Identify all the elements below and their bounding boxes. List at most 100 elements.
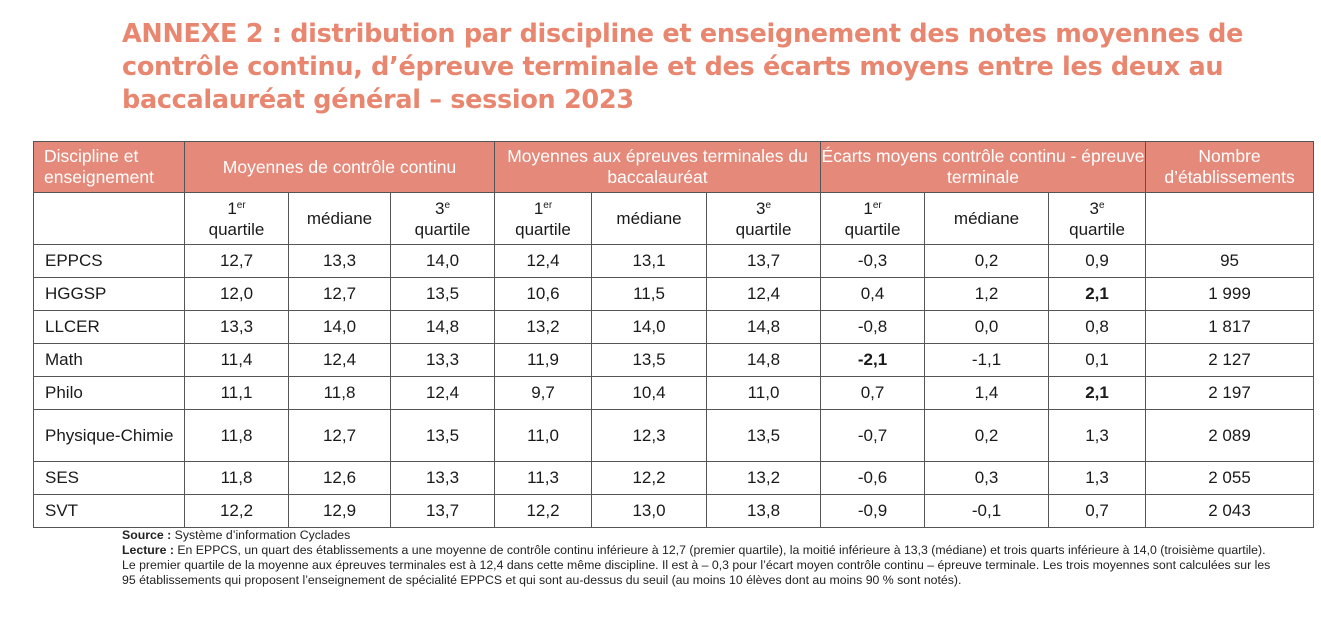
value-cell: 1 817 [1145, 310, 1315, 344]
value-cell: 14,8 [389, 310, 496, 344]
value-cell: -0,8 [820, 310, 926, 344]
value-cell: 13,5 [706, 409, 822, 462]
value-cell: 1 999 [1145, 277, 1315, 311]
value-cell: 13,3 [184, 310, 289, 344]
value-cell: 13,3 [288, 244, 391, 278]
value-cell: 2 055 [1145, 461, 1315, 495]
value-cell: 12,7 [184, 244, 289, 278]
table-row: Physique-Chimie 11,8 12,7 13,5 11,0 12,3 13,5-… [33, 409, 1315, 462]
source-text: Système d’information Cyclades [171, 528, 351, 542]
value-cell: 2 089 [1145, 409, 1315, 462]
value-cell: -0,3 [820, 244, 926, 278]
value-cell: 11,0 [494, 409, 593, 462]
value-cell: 14,0 [591, 310, 708, 344]
value-cell: 13,8 [706, 494, 822, 528]
value-cell: 2 197 [1145, 376, 1315, 410]
sub-header-et-q3: 3e quartile [706, 192, 822, 245]
value-cell: -0,1 [924, 494, 1050, 528]
value-cell: 10,4 [591, 376, 708, 410]
discipline-cell: Math [33, 343, 185, 377]
sub-header-ecart-q1: 1er quartile [820, 192, 926, 245]
value-cell: 2 127 [1145, 343, 1315, 377]
value-cell: 13,3 [389, 343, 496, 377]
data-table: Discipline et enseignement Moyennes de c… [33, 141, 1315, 528]
value-cell: 11,8 [184, 461, 289, 495]
value-cell: 14,8 [706, 343, 822, 377]
sub-header-empty [1145, 192, 1315, 245]
sub-header-cc-median: médiane [288, 192, 391, 245]
value-cell: 12,2 [591, 461, 708, 495]
sub-header-ecart-q3: 3e quartile [1048, 192, 1147, 245]
value-cell: 12,7 [288, 277, 391, 311]
value-cell: 1,4 [924, 376, 1050, 410]
value-cell: 1,2 [924, 277, 1050, 311]
discipline-cell: LLCER [33, 310, 185, 344]
value-cell: 1,3 [1048, 409, 1147, 462]
discipline-cell: EPPCS [33, 244, 185, 278]
source-note: Source : Système d’information Cyclades [122, 528, 1272, 543]
table-row: HGGSP 12,0 12,7 13,5 10,6 11,5 12,4 0,4 1,2 2,1 1 … [33, 277, 1315, 311]
value-cell: 0,7 [1048, 494, 1147, 528]
value-cell: 11,1 [184, 376, 289, 410]
value-cell: 12,2 [184, 494, 289, 528]
header-ecarts: Écarts moyens contrôle continu - épreuve… [820, 141, 1147, 193]
table-row: SES 11,8 12,6 13,3 11,3 12,2 13,2 -0,6 0,3 1,3 2 0… [33, 461, 1315, 495]
table-row: EPPCS 12,7 13,3 14,0 12,4 13,1 13,7 -0,3 0,2 0,9 9… [33, 244, 1315, 278]
discipline-cell: Philo [33, 376, 185, 410]
sub-header-et-median: médiane [591, 192, 708, 245]
value-cell: 0,2 [924, 244, 1050, 278]
value-cell: 0,7 [820, 376, 926, 410]
value-cell: 11,4 [184, 343, 289, 377]
value-cell: 10,6 [494, 277, 593, 311]
value-cell: 13,7 [706, 244, 822, 278]
lecture-note: Lecture : En EPPCS, un quart des établis… [122, 543, 1272, 588]
discipline-cell: SVT [33, 494, 185, 528]
value-cell: -0,9 [820, 494, 926, 528]
value-cell: 12,7 [288, 409, 391, 462]
value-cell: 12,9 [288, 494, 391, 528]
discipline-cell: SES [33, 461, 185, 495]
table-row: Philo 11,1 11,8 12,4 9,7 10,4 11,0 0,7 1,4 2,1 2 1… [33, 376, 1315, 410]
value-cell: 12,4 [389, 376, 496, 410]
table-row: SVT 12,2 12,9 13,7 12,2 13,0 13,8 -0,9 -0,1 0,7 2 … [33, 494, 1315, 528]
table-row: Math 11,4 12,4 13,3 11,9 13,5 14,8 -2,1 -1,1 0,1 2… [33, 343, 1315, 377]
table-row: LLCER 13,3 14,0 14,8 13,2 14,0 14,8 -0,8 0,0 0,8 1… [33, 310, 1315, 344]
value-cell: 13,3 [389, 461, 496, 495]
value-cell: 0,8 [1048, 310, 1147, 344]
value-cell: -2,1 [820, 343, 926, 377]
value-cell: 0,3 [924, 461, 1050, 495]
lecture-label: Lecture : [122, 543, 174, 557]
value-cell: 13,0 [591, 494, 708, 528]
value-cell: 11,0 [706, 376, 822, 410]
value-cell: 13,7 [389, 494, 496, 528]
value-cell: 0,4 [820, 277, 926, 311]
value-cell: 0,2 [924, 409, 1050, 462]
value-cell: 13,5 [389, 277, 496, 311]
value-cell: 12,4 [706, 277, 822, 311]
value-cell: 13,2 [494, 310, 593, 344]
notes: Source : Système d’information Cyclades … [122, 528, 1272, 588]
value-cell: 1,3 [1048, 461, 1147, 495]
value-cell: 14,0 [389, 244, 496, 278]
sub-header-cc-q1: 1er quartile [184, 192, 289, 245]
sub-header-et-q1: 1er quartile [494, 192, 593, 245]
discipline-cell: Physique-Chimie [33, 409, 185, 462]
value-cell: 12,2 [494, 494, 593, 528]
value-cell: 13,5 [389, 409, 496, 462]
value-cell: 0,0 [924, 310, 1050, 344]
value-cell: 95 [1145, 244, 1315, 278]
value-cell: 14,0 [288, 310, 391, 344]
value-cell: 12,3 [591, 409, 708, 462]
header-discipline: Discipline et enseignement [33, 141, 185, 193]
value-cell: -0,7 [820, 409, 926, 462]
value-cell: 12,4 [288, 343, 391, 377]
header-nombre-etablissements: Nombre d’établissements [1145, 141, 1315, 193]
group-header-row: Discipline et enseignement Moyennes de c… [33, 141, 1315, 193]
value-cell: 0,9 [1048, 244, 1147, 278]
header-epreuves-terminales: Moyennes aux épreuves terminales du bacc… [494, 141, 822, 193]
value-cell: 14,8 [706, 310, 822, 344]
value-cell: -0,6 [820, 461, 926, 495]
value-cell: 2 043 [1145, 494, 1315, 528]
value-cell: 13,5 [591, 343, 708, 377]
value-cell: 12,0 [184, 277, 289, 311]
